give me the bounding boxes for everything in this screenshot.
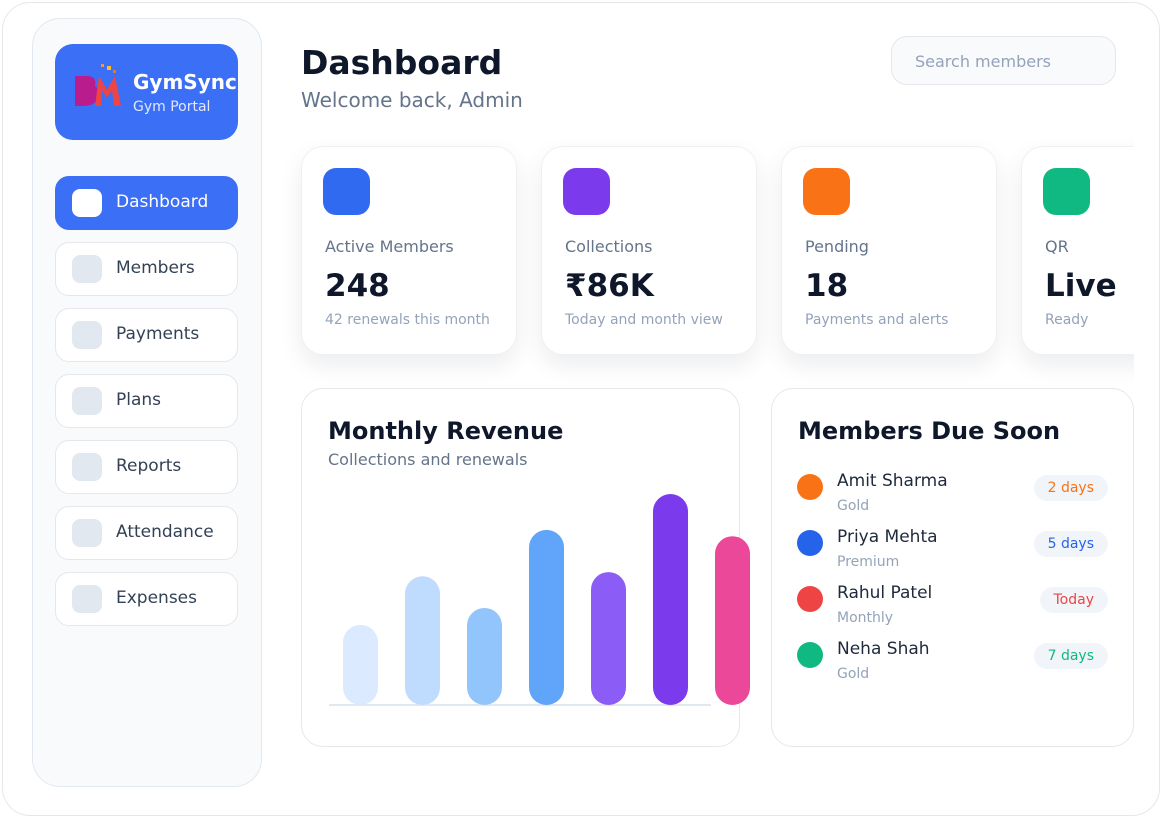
member-plan: Gold (837, 498, 870, 514)
due-pill: 5 days (1033, 531, 1108, 557)
nav-icon (72, 519, 102, 547)
nav-icon (72, 189, 102, 217)
chart-title: Monthly Revenue (328, 417, 564, 445)
nav-icon (72, 453, 102, 481)
member-row: Neha Shah Gold 7 days (772, 639, 1133, 691)
bar (467, 607, 502, 705)
search-box[interactable]: Search members (891, 36, 1116, 85)
stat-card: Pending 18 Payments and alerts (781, 146, 997, 355)
nav-item[interactable]: Payments (55, 308, 238, 362)
nav-label: Payments (116, 324, 200, 344)
nav-label: Expenses (116, 588, 197, 608)
stats-row: Active Members 248 42 renewals this month C… (280, 126, 1134, 386)
stat-value: 248 (325, 268, 390, 304)
bar (653, 494, 688, 705)
brand-subtitle: Gym Portal (133, 99, 211, 115)
due-pill: 7 days (1033, 643, 1108, 669)
bar (405, 576, 440, 705)
stat-value: Live (1045, 268, 1117, 304)
due-pill: 2 days (1033, 475, 1108, 501)
nav-label: Dashboard (116, 192, 209, 212)
brand-logo (75, 64, 121, 106)
bar (529, 529, 564, 705)
member-row: Priya Mehta Premium 5 days (772, 527, 1133, 579)
bar (715, 536, 750, 705)
member-name: Priya Mehta (837, 527, 938, 547)
stat-icon (323, 168, 370, 215)
nav-item[interactable]: Members (55, 242, 238, 296)
due-title: Members Due Soon (798, 417, 1061, 445)
brand-box: GymSync Gym Portal (55, 44, 238, 140)
member-row: Rahul Patel Monthly Today (772, 583, 1133, 635)
member-plan: Gold (837, 666, 870, 682)
member-row: Amit Sharma Gold 2 days (772, 471, 1133, 523)
nav-item[interactable]: Reports (55, 440, 238, 494)
search-placeholder: Search members (915, 52, 1051, 71)
stat-card: Collections ₹86K Today and month view (541, 146, 757, 355)
member-name: Rahul Patel (837, 583, 933, 603)
nav-icon (72, 321, 102, 349)
stat-value: 18 (805, 268, 849, 304)
stat-note: Today and month view (565, 312, 723, 328)
stat-label: QR (1045, 237, 1069, 256)
stat-icon (803, 168, 850, 215)
chart (329, 494, 750, 706)
stat-icon (563, 168, 610, 215)
member-avatar (797, 474, 823, 500)
bar (343, 624, 378, 705)
stat-label: Active Members (325, 237, 454, 256)
stat-value: ₹86K (565, 268, 654, 304)
due-card: Members Due Soon Amit Sharma Gold 2 days Pr… (771, 388, 1134, 747)
nav-label: Plans (116, 390, 162, 410)
stat-label: Pending (805, 237, 869, 256)
nav-icon (72, 387, 102, 415)
bar (591, 572, 626, 705)
nav-label: Reports (116, 456, 182, 476)
nav-item[interactable]: Expenses (55, 572, 238, 626)
brand-name: GymSync (133, 70, 237, 94)
stat-note: Ready (1045, 312, 1089, 328)
due-pill: Today (1039, 587, 1108, 613)
stat-note: 42 renewals this month (325, 312, 490, 328)
member-avatar (797, 642, 823, 668)
member-name: Neha Shah (837, 639, 930, 659)
stat-card: QR Live Ready (1021, 146, 1134, 355)
member-plan: Premium (837, 554, 900, 570)
nav-icon (72, 585, 102, 613)
stat-note: Payments and alerts (805, 312, 949, 328)
page-subtitle: Welcome back, Admin (301, 88, 523, 112)
nav-label: Attendance (116, 522, 214, 542)
member-name: Amit Sharma (837, 471, 948, 491)
member-plan: Monthly (837, 610, 894, 626)
nav-label: Members (116, 258, 195, 278)
chart-subtitle: Collections and renewals (328, 450, 528, 469)
stat-card: Active Members 248 42 renewals this month (301, 146, 517, 355)
stat-icon (1043, 168, 1090, 215)
member-avatar (797, 586, 823, 612)
page-title: Dashboard (301, 43, 503, 82)
member-avatar (797, 530, 823, 556)
stat-label: Collections (565, 237, 653, 256)
nav-item[interactable]: Dashboard (55, 176, 238, 230)
nav-item[interactable]: Plans (55, 374, 238, 428)
nav-icon (72, 255, 102, 283)
nav-item[interactable]: Attendance (55, 506, 238, 560)
